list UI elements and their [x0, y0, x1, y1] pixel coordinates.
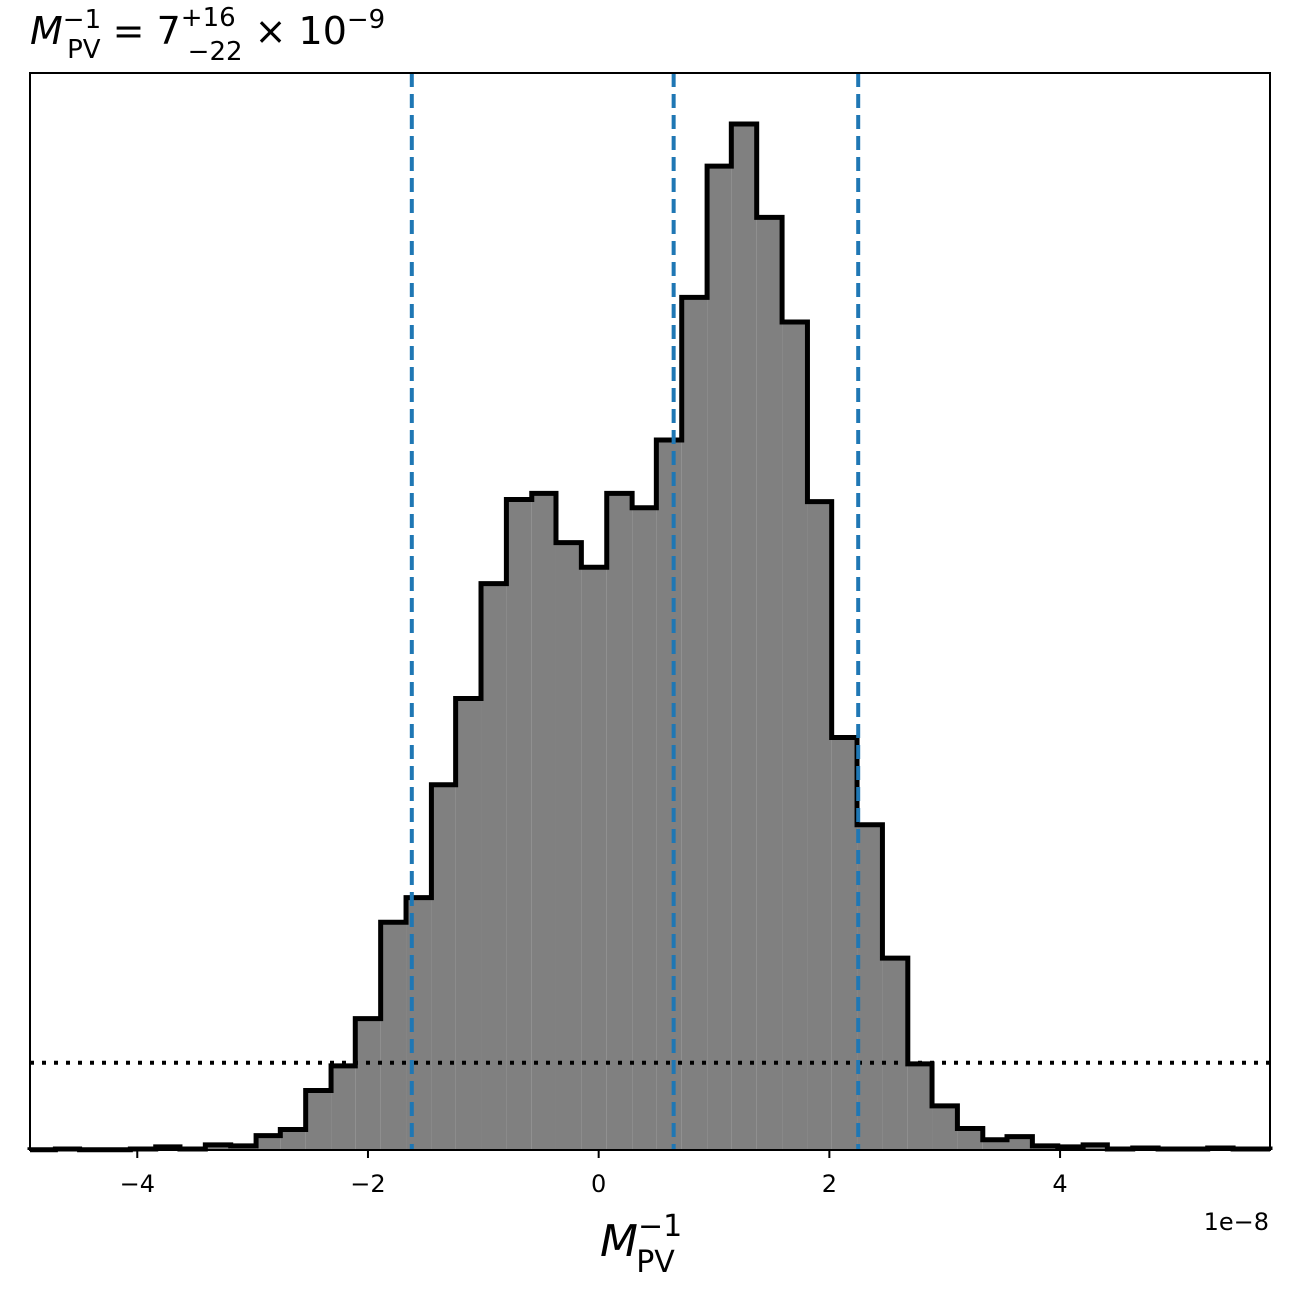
axis-offset-label: 1e−8 [1204, 1208, 1269, 1236]
title-equals: = 7 [101, 9, 181, 53]
histogram-bar [555, 542, 582, 1150]
title-sup: −1 [63, 5, 101, 35]
histogram-bar [882, 958, 908, 1150]
x-tick-label: 2 [822, 1170, 837, 1198]
histogram-bar [606, 493, 633, 1150]
plot-area [27, 73, 1273, 1153]
title-base: M [30, 9, 63, 53]
histogram-bar [632, 507, 657, 1150]
histogram-bar [256, 1135, 281, 1150]
histogram-bar [857, 824, 883, 1150]
histogram-bar [531, 493, 556, 1150]
histogram-bar [506, 499, 532, 1150]
histogram-bar [280, 1129, 306, 1150]
histogram-bar [656, 440, 682, 1150]
histogram-bar [455, 698, 482, 1150]
title-lower: −22 [188, 37, 243, 67]
title-exp: −9 [347, 5, 385, 35]
histogram-bar [331, 1065, 356, 1150]
histogram-bar [756, 217, 783, 1151]
histogram-outline [27, 121, 1273, 1153]
x-tick-label: 0 [591, 1170, 606, 1198]
title-times: × 10 [243, 9, 347, 53]
histogram-bar [305, 1090, 332, 1150]
histogram-bar [431, 784, 456, 1150]
histogram-bar [807, 501, 832, 1150]
xlabel-base: M [600, 1216, 638, 1267]
histogram-bar [707, 166, 732, 1151]
x-tick-label: −4 [120, 1170, 155, 1198]
plot-frame [29, 72, 1271, 1151]
x-axis-label: M−1 PV [600, 1209, 682, 1280]
histogram-bar [932, 1105, 958, 1150]
histogram-bar [481, 583, 507, 1150]
histogram-bar [355, 1018, 381, 1150]
histogram-bar [1083, 1144, 1108, 1150]
title-sub: PV [67, 35, 101, 65]
xlabel-sup: −1 [638, 1209, 682, 1244]
histogram-bar [681, 297, 708, 1150]
title-upper: +16 [181, 3, 236, 33]
x-tick-label: −2 [350, 1170, 385, 1198]
histogram-bar [1007, 1136, 1033, 1150]
histogram-bar [957, 1128, 983, 1150]
histogram-bar [831, 737, 858, 1150]
histogram-bar [380, 922, 407, 1150]
x-tick-label: 4 [1052, 1170, 1067, 1198]
histogram-bar [581, 567, 607, 1150]
x-axis-ticks: −4 −2 0 2 4 [120, 1150, 1068, 1198]
histogram-bar [907, 1063, 933, 1150]
xlabel-sub: PV [636, 1245, 675, 1280]
histogram-bar [205, 1144, 231, 1150]
histogram-bar [982, 1139, 1008, 1150]
histogram-bar [731, 124, 757, 1150]
histogram-bar [782, 322, 808, 1150]
chart-title: M−1 PV = 7+16 −22 × 10−9 [30, 3, 385, 67]
